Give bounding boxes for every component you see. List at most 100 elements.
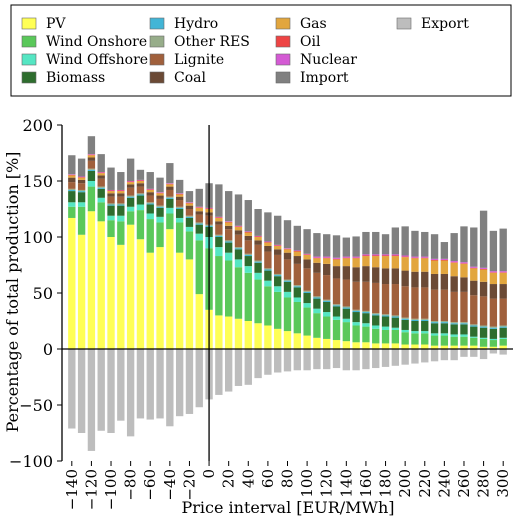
bar-other-res bbox=[87, 168, 96, 170]
bar-wind-onshore bbox=[381, 329, 390, 344]
bar-oil bbox=[323, 257, 331, 259]
bar-oil bbox=[195, 207, 203, 208]
bar-lignite bbox=[381, 284, 390, 315]
bar-wind-onshore bbox=[68, 206, 76, 218]
bar-hydro bbox=[166, 197, 174, 199]
x-axis-label: Price interval [EUR/MWh] bbox=[181, 498, 394, 517]
bar-export bbox=[107, 349, 115, 433]
bar-import bbox=[450, 233, 458, 262]
bar-wind-onshore bbox=[234, 267, 243, 319]
bar-wind-onshore bbox=[77, 206, 86, 235]
bar-oil bbox=[489, 272, 498, 273]
bar-biomass bbox=[254, 262, 262, 273]
bar-pv bbox=[460, 345, 468, 349]
bar-hydro bbox=[185, 216, 194, 218]
bar-gas bbox=[185, 203, 194, 206]
bar-wind-onshore bbox=[499, 338, 507, 346]
bar-lignite bbox=[293, 263, 301, 286]
bar-hydro bbox=[136, 194, 145, 196]
bar-export bbox=[175, 349, 184, 417]
bar-lignite bbox=[185, 209, 194, 216]
legend-swatch bbox=[275, 53, 291, 66]
bar-biomass bbox=[499, 327, 507, 338]
bar-pv bbox=[323, 338, 331, 349]
bar-coal bbox=[68, 177, 76, 183]
bar-import bbox=[254, 209, 262, 236]
bar-nuclear bbox=[77, 176, 86, 178]
bar-export bbox=[126, 349, 135, 437]
bar-hydro bbox=[77, 191, 86, 193]
bar-pv bbox=[372, 343, 380, 349]
bar-wind-onshore bbox=[332, 319, 341, 341]
bar-import bbox=[293, 225, 301, 251]
bar-wind-offshore bbox=[87, 181, 96, 187]
bar-lignite bbox=[107, 196, 115, 204]
bar-pv bbox=[274, 328, 282, 349]
bar-coal bbox=[391, 268, 400, 285]
bar-lignite bbox=[323, 275, 331, 300]
bar-lignite bbox=[215, 224, 223, 235]
x-tick-label: −40 bbox=[161, 469, 179, 501]
bar-other-res bbox=[234, 247, 243, 249]
bar-pv bbox=[117, 244, 125, 349]
bar-other-res bbox=[77, 189, 86, 192]
bar-export bbox=[323, 349, 331, 370]
bar-wind-offshore bbox=[126, 206, 135, 212]
bar-wind-offshore bbox=[430, 333, 439, 336]
y-tick-label: 100 bbox=[22, 228, 53, 247]
bar-pv bbox=[87, 211, 96, 349]
bar-biomass bbox=[421, 321, 429, 332]
bar-export bbox=[244, 349, 252, 385]
bar-wind-offshore bbox=[146, 213, 154, 220]
bar-wind-onshore bbox=[215, 256, 223, 316]
bar-import bbox=[391, 227, 400, 255]
bar-lignite bbox=[440, 289, 449, 321]
legend-item-oil: Oil bbox=[275, 34, 321, 50]
bar-import bbox=[430, 234, 439, 259]
bar-coal bbox=[421, 271, 429, 288]
bar-other-res bbox=[195, 222, 203, 224]
bar-oil bbox=[264, 242, 272, 243]
y-tick-label: 0 bbox=[43, 340, 53, 359]
legend-swatch bbox=[21, 53, 37, 66]
bar-hydro bbox=[87, 169, 96, 171]
x-tick-label: 160 bbox=[357, 469, 375, 498]
bar-other-res bbox=[489, 326, 498, 328]
bar-wind-onshore bbox=[175, 222, 184, 253]
bar-hydro bbox=[283, 280, 292, 282]
bar-gas bbox=[136, 181, 145, 184]
bar-nuclear bbox=[381, 254, 390, 256]
bar-wind-onshore bbox=[254, 279, 262, 324]
bar-other-res bbox=[283, 279, 292, 281]
bar-wind-onshore bbox=[372, 328, 380, 344]
bar-wind-onshore bbox=[185, 231, 194, 260]
bar-gas bbox=[362, 256, 370, 267]
legend-label: Other RES bbox=[174, 34, 250, 50]
bar-gas bbox=[68, 175, 76, 178]
x-tick-label: −80 bbox=[122, 469, 140, 501]
bar-wind-offshore bbox=[156, 216, 164, 223]
x-tick-label: 180 bbox=[377, 469, 395, 498]
bar-gas bbox=[313, 258, 321, 263]
bar-import bbox=[107, 167, 115, 190]
bar-wind-onshore bbox=[430, 335, 439, 346]
bar-pv bbox=[68, 217, 76, 349]
bar-nuclear bbox=[342, 256, 350, 258]
legend-label: Gas bbox=[300, 16, 327, 32]
bar-gas bbox=[117, 191, 125, 194]
bar-pv bbox=[234, 318, 243, 349]
bar-gas bbox=[166, 184, 174, 187]
bar-gas bbox=[401, 257, 409, 271]
bar-wind-onshore bbox=[489, 340, 498, 347]
bar-biomass bbox=[352, 312, 360, 323]
bar-biomass bbox=[303, 293, 311, 304]
bar-wind-offshore bbox=[450, 334, 458, 337]
bar-biomass bbox=[68, 191, 76, 203]
bar-pv bbox=[391, 343, 400, 349]
bar-coal bbox=[225, 225, 233, 230]
bar-wind-onshore bbox=[352, 325, 360, 343]
bar-coal bbox=[215, 221, 223, 225]
x-tick-label: 220 bbox=[416, 469, 434, 498]
bar-nuclear bbox=[411, 256, 419, 258]
x-tick-label: −60 bbox=[141, 469, 159, 501]
